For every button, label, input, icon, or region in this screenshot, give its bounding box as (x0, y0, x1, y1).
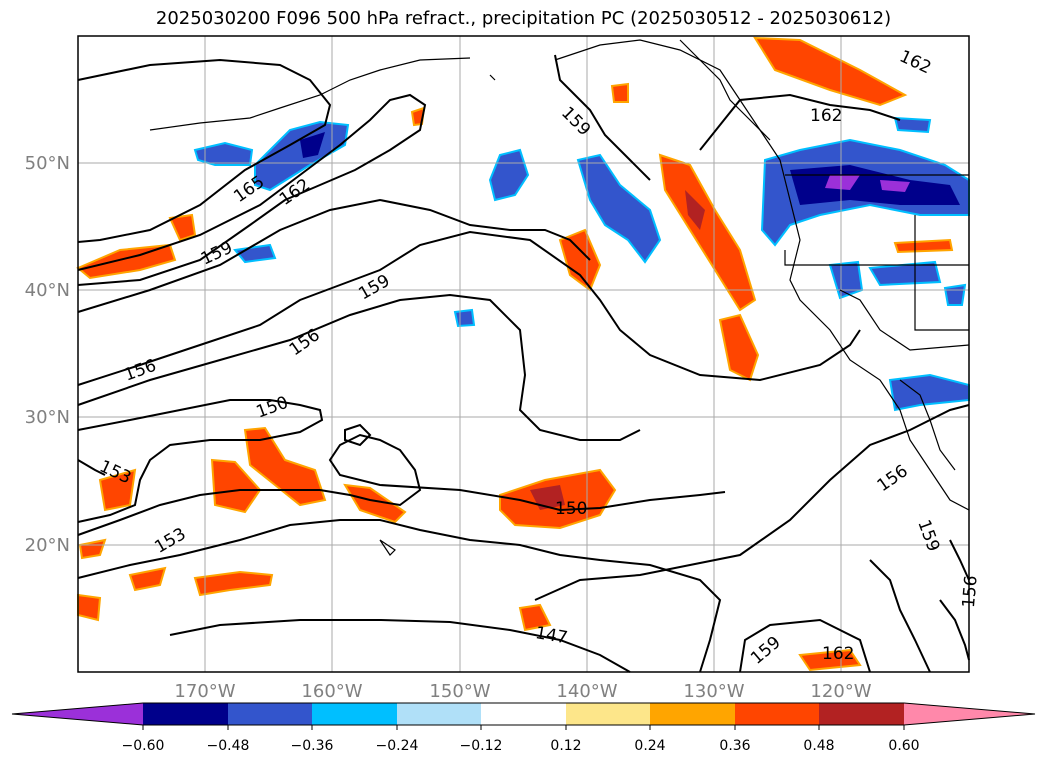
longitude-labels: 170°W 160°W 150°W 140°W 130°W 120°W (174, 681, 871, 702)
colorbar-segment (397, 703, 481, 725)
precip-negative-area (254, 120, 350, 192)
precip-negative-area (193, 141, 254, 166)
precip-positive-area (610, 82, 629, 103)
precip-positive-area (753, 36, 908, 107)
colorbar-tick-label: −0.60 (122, 738, 165, 754)
map-frame (77, 35, 970, 673)
precip-positive-area (343, 483, 407, 524)
map-title: 2025030200 F096 500 hPa refract., precip… (155, 8, 892, 29)
colorbar-tick-label: −0.48 (207, 738, 250, 754)
colorbar-tick-label: −0.36 (291, 738, 334, 754)
colorbar-segment (312, 703, 397, 725)
colorbar-segment (566, 703, 650, 725)
precip-positive-area (77, 593, 102, 622)
lon-label: 120°W (810, 681, 871, 702)
colorbar-segment (143, 703, 228, 725)
colorbar-tick-label: 0.12 (550, 738, 581, 754)
contour-label: 162 (810, 106, 842, 126)
colorbar-tick-label: 0.24 (634, 738, 665, 754)
precip-positive-area (518, 603, 552, 632)
precip-positive-area (685, 190, 705, 230)
lat-label: 20°N (25, 535, 70, 556)
precip-negative-area (576, 153, 662, 264)
lat-label: 30°N (25, 407, 70, 428)
colorbar-tick-label: 0.60 (888, 738, 919, 754)
lon-label: 150°W (429, 681, 490, 702)
precip-positive-area (168, 213, 197, 242)
colorbar: −0.60 −0.48 −0.36 −0.24 −0.12 0.12 0.24 … (11, 702, 1036, 754)
lon-label: 140°W (556, 681, 617, 702)
precip-positive-area (128, 566, 167, 592)
colorbar-tick-label: 0.48 (803, 738, 834, 754)
lon-label: 130°W (683, 681, 744, 702)
precip-positive-area (718, 313, 760, 382)
colorbar-tick-label: −0.12 (460, 738, 503, 754)
lon-label: 160°W (301, 681, 362, 702)
precip-positive-area (558, 228, 602, 292)
precip-shading (76, 36, 970, 672)
precip-negative-area (893, 116, 932, 134)
precip-positive-area (893, 238, 954, 254)
colorbar-segment (819, 703, 904, 725)
precip-positive-area (98, 468, 137, 512)
colorbar-segment (481, 703, 566, 725)
lat-label: 50°N (25, 153, 70, 174)
lat-label: 40°N (25, 280, 70, 301)
precip-negative-area (453, 308, 476, 328)
precip-negative-area (233, 243, 277, 264)
refractivity-contours (77, 54, 970, 673)
colorbar-tick-label: −0.24 (376, 738, 419, 754)
precip-negative-area (880, 180, 910, 192)
latitude-labels: 50°N 40°N 30°N 20°N (25, 153, 70, 556)
precip-negative-area (825, 175, 860, 190)
precip-positive-area (658, 153, 757, 312)
precip-negative-area (943, 283, 967, 306)
precip-positive-area (76, 243, 177, 280)
precip-negative-area (300, 132, 325, 158)
coastlines (149, 39, 970, 556)
contour-label: 156 (959, 575, 982, 609)
colorbar-min-extension (12, 703, 143, 725)
colorbar-segment (650, 703, 735, 725)
precip-positive-area (798, 648, 862, 672)
colorbar-max-extension (904, 703, 1035, 725)
colorbar-tick-marks (142, 725, 905, 730)
contour-label: 162 (822, 644, 854, 664)
precip-negative-area (868, 260, 942, 287)
contour-label: 150 (555, 499, 587, 519)
lon-label: 170°W (174, 681, 235, 702)
colorbar-segment (735, 703, 819, 725)
colorbar-segment (228, 703, 312, 725)
colorbar-tick-label: 0.36 (719, 738, 750, 754)
precip-positive-area (210, 458, 262, 514)
precip-positive-area (193, 570, 274, 597)
